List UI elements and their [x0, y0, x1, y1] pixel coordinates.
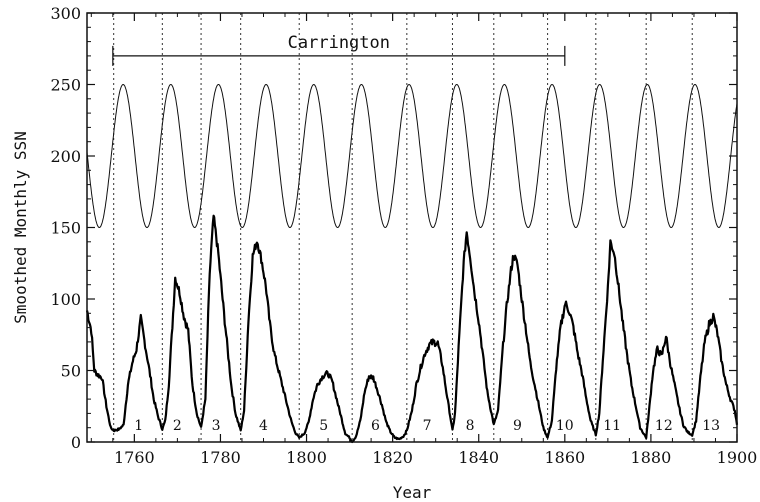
cycle-label-2: 2 — [173, 418, 182, 434]
plot-frame — [86, 12, 738, 443]
cycle-label-3: 3 — [212, 418, 221, 434]
y-tick-label-3: 150 — [50, 219, 81, 238]
cycle-label-1: 1 — [134, 418, 143, 434]
cycle-label-8: 8 — [466, 418, 475, 434]
x-tick-label-5: 1860 — [544, 448, 585, 467]
y-tick-label-1: 50 — [61, 362, 81, 381]
cycle-label-13: 13 — [702, 418, 720, 434]
cycle-labels: 1 2 3 4 5 6 7 8 9 10 11 12 13 — [134, 418, 720, 434]
x-tick-label-3: 1820 — [372, 448, 413, 467]
x-tick-label-0: 1760 — [114, 448, 155, 467]
cycle-label-9: 9 — [513, 418, 522, 434]
x-tick-label-6: 1880 — [631, 448, 672, 467]
x-tick-label-7: 1900 — [717, 448, 758, 467]
cycle-label-7: 7 — [423, 418, 432, 434]
cycle-label-10: 10 — [556, 418, 574, 434]
x-tick-label-4: 1840 — [458, 448, 499, 467]
cycle-label-12: 12 — [655, 418, 673, 434]
x-tick-label-2: 1800 — [286, 448, 327, 467]
carrington-label: Carrington — [288, 33, 390, 53]
x-tick-label-1: 1780 — [200, 448, 241, 467]
cycle-label-11: 11 — [603, 418, 621, 434]
y-axis-title: Smoothed Monthly SSN — [11, 131, 30, 324]
cycle-label-4: 4 — [259, 418, 268, 434]
cycle-label-5: 5 — [319, 418, 328, 434]
y-tick-label-5: 250 — [50, 76, 81, 95]
ssn-series-line — [85, 214, 739, 444]
y-tick-label-6: 300 — [50, 4, 81, 23]
cycle-label-6: 6 — [371, 418, 380, 434]
carrington-annotation: Carrington — [112, 33, 566, 66]
y-tick-label-4: 200 — [50, 147, 81, 166]
x-axis-title: Year — [393, 483, 432, 502]
x-axis: 1760 1780 1800 1820 1840 1860 1880 1900 — [90, 13, 758, 467]
y-tick-label-0: 0 — [71, 433, 81, 452]
y-tick-label-2: 100 — [50, 290, 81, 309]
cycle-boundaries — [113, 13, 693, 442]
reference-sinusoid — [86, 83, 738, 229]
y-axis: 0 50 100 150 200 250 300 — [50, 4, 737, 452]
